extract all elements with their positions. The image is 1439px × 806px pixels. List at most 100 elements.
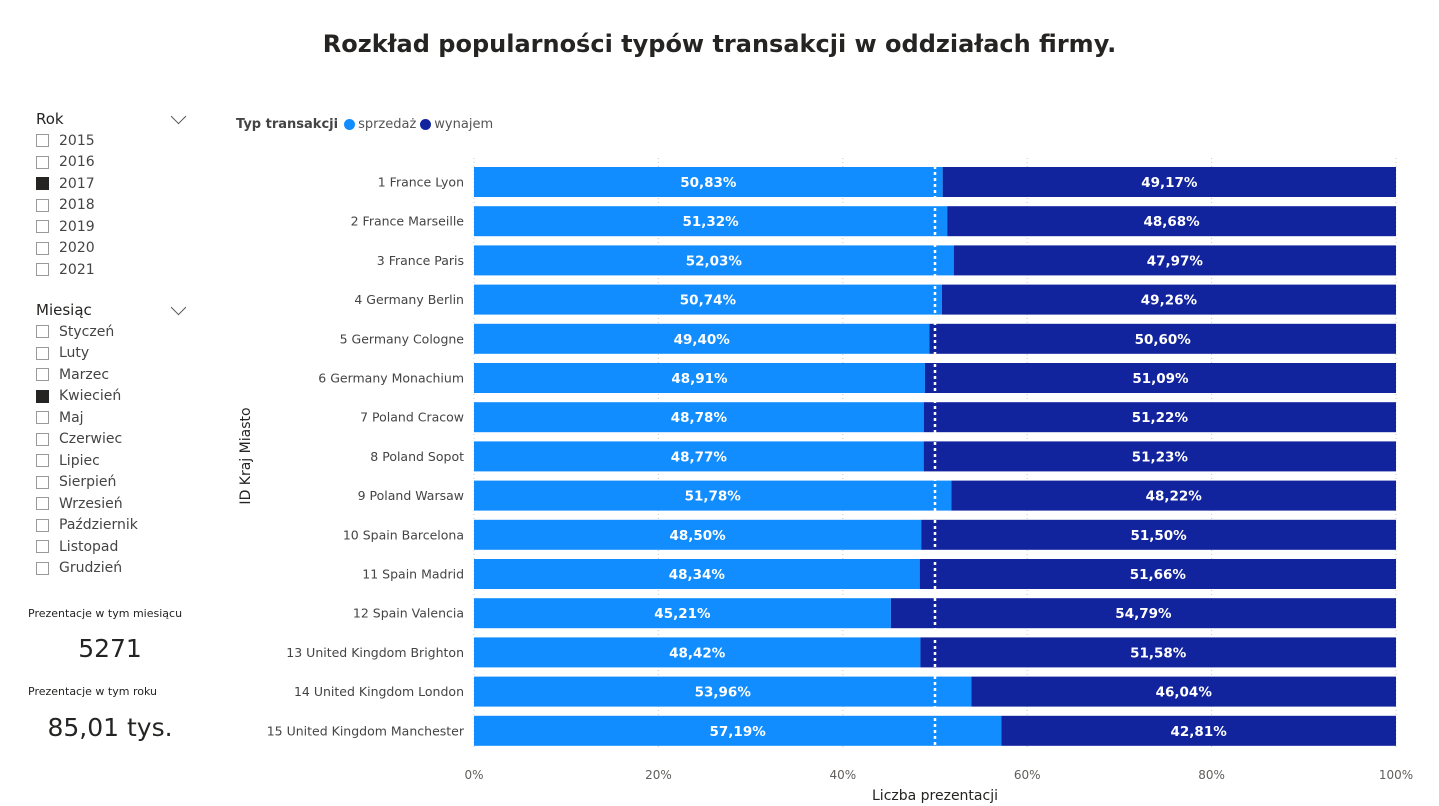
year-option[interactable]: 2019 bbox=[36, 216, 196, 238]
data-label: 51,23% bbox=[1132, 449, 1189, 465]
data-label: 46,04% bbox=[1156, 685, 1213, 701]
month-option[interactable]: Styczeń bbox=[36, 321, 196, 343]
month-option[interactable]: Wrzesień bbox=[36, 493, 196, 515]
year-slicer-items: 2015 2016 2017 2018 2019 2020 2021 bbox=[36, 130, 196, 281]
data-label: 48,34% bbox=[669, 567, 726, 583]
bar-wynajem bbox=[924, 363, 1396, 393]
checkbox-checked[interactable] bbox=[36, 177, 49, 191]
month-option[interactable]: Sierpień bbox=[36, 472, 196, 494]
kpi-month-label: Prezentacje w tym miesiącu bbox=[28, 607, 183, 620]
month-option[interactable]: Czerwiec bbox=[36, 429, 196, 451]
checkbox[interactable] bbox=[36, 561, 49, 575]
data-label: 57,19% bbox=[710, 724, 767, 740]
bar-wynajem bbox=[890, 598, 1396, 629]
bar-wynajem bbox=[920, 637, 1396, 668]
page-title: Rozkład popularności typów transakcji w … bbox=[322, 30, 1117, 58]
category-label: 13 United Kingdom Brighton bbox=[286, 645, 464, 660]
checkbox-checked[interactable] bbox=[36, 389, 49, 403]
checkbox[interactable] bbox=[36, 134, 49, 148]
year-slicer-title: Rok bbox=[36, 110, 64, 128]
data-label: 51,66% bbox=[1130, 567, 1187, 583]
bar-sprzedaz bbox=[474, 637, 921, 668]
data-label: 45,21% bbox=[654, 606, 711, 622]
data-label: 50,74% bbox=[680, 293, 737, 309]
data-label: 48,78% bbox=[671, 410, 728, 426]
checkbox[interactable] bbox=[36, 241, 49, 255]
bar-sprzedaz bbox=[474, 402, 924, 433]
checkbox[interactable] bbox=[36, 497, 49, 511]
month-option[interactable]: Luty bbox=[36, 343, 196, 365]
month-option-label: Luty bbox=[59, 345, 90, 362]
checkbox[interactable] bbox=[36, 454, 49, 468]
year-option[interactable]: 2015 bbox=[36, 130, 196, 152]
year-option-label: 2015 bbox=[59, 132, 95, 149]
year-option[interactable]: 2020 bbox=[36, 238, 196, 260]
checkbox[interactable] bbox=[36, 475, 49, 489]
x-tick-label: 40% bbox=[829, 768, 856, 782]
month-option[interactable]: Listopad bbox=[36, 536, 196, 558]
legend-item-sprzedaz[interactable]: sprzedaż bbox=[344, 117, 416, 132]
data-label: 42,81% bbox=[1171, 724, 1228, 740]
bar-wynajem bbox=[953, 245, 1396, 276]
checkbox[interactable] bbox=[36, 518, 49, 532]
checkbox[interactable] bbox=[36, 198, 49, 212]
month-slicer-header[interactable]: Miesiąc bbox=[36, 299, 196, 321]
year-slicer-header[interactable]: Rok bbox=[36, 108, 196, 130]
year-option[interactable]: 2018 bbox=[36, 195, 196, 217]
bar-wynajem bbox=[941, 284, 1396, 315]
category-label: 6 Germany Monachium bbox=[318, 371, 464, 386]
month-option[interactable]: Maj bbox=[36, 407, 196, 429]
bar-wynajem bbox=[1001, 715, 1396, 746]
month-option[interactable]: Marzec bbox=[36, 364, 196, 386]
checkbox[interactable] bbox=[36, 220, 49, 234]
x-tick-label: 20% bbox=[645, 768, 672, 782]
bar-wynajem bbox=[942, 167, 1396, 197]
checkbox[interactable] bbox=[36, 540, 49, 554]
data-label: 53,96% bbox=[695, 685, 752, 701]
month-option[interactable]: Październik bbox=[36, 515, 196, 537]
kpi-year-value: 85,01 tys. bbox=[47, 713, 173, 742]
checkbox[interactable] bbox=[36, 263, 49, 277]
month-option[interactable]: Kwiecień bbox=[36, 386, 196, 408]
year-option-label: 2021 bbox=[59, 261, 95, 278]
data-label: 49,17% bbox=[1141, 175, 1198, 191]
bar-wynajem bbox=[947, 206, 1396, 237]
legend-label-wynajem: wynajem bbox=[434, 117, 494, 132]
kpi-year-label: Prezentacje w tym roku bbox=[28, 685, 157, 698]
month-option-label: Październik bbox=[59, 517, 138, 534]
year-option[interactable]: 2016 bbox=[36, 152, 196, 174]
year-option-label: 2020 bbox=[59, 240, 95, 257]
bar-sprzedaz bbox=[474, 559, 920, 589]
x-tick-label: 60% bbox=[1014, 768, 1041, 782]
bar-sprzedaz bbox=[474, 206, 948, 237]
category-label: 12 Spain Valencia bbox=[353, 606, 464, 621]
month-option[interactable]: Lipiec bbox=[36, 450, 196, 472]
year-option-label: 2017 bbox=[59, 175, 95, 192]
checkbox[interactable] bbox=[36, 432, 49, 446]
year-option-label: 2018 bbox=[59, 197, 95, 214]
year-option[interactable]: 2021 bbox=[36, 259, 196, 281]
checkbox[interactable] bbox=[36, 411, 49, 425]
checkbox[interactable] bbox=[36, 368, 49, 382]
y-axis-title: ID Kraj Miasto bbox=[238, 407, 254, 504]
bar-sprzedaz bbox=[474, 245, 954, 276]
bar-sprzedaz bbox=[474, 284, 942, 315]
checkbox[interactable] bbox=[36, 155, 49, 169]
checkbox[interactable] bbox=[36, 325, 49, 339]
x-tick-label: 0% bbox=[464, 768, 483, 782]
month-option[interactable]: Grudzień bbox=[36, 558, 196, 580]
category-label: 9 Poland Warsaw bbox=[358, 488, 464, 503]
bar-wynajem bbox=[919, 559, 1396, 589]
month-option-label: Sierpień bbox=[59, 474, 117, 491]
data-label: 52,03% bbox=[686, 253, 743, 269]
month-option-label: Lipiec bbox=[59, 452, 100, 469]
bar-sprzedaz bbox=[474, 598, 891, 629]
bar-sprzedaz bbox=[474, 363, 925, 393]
category-label: 4 Germany Berlin bbox=[354, 292, 464, 307]
year-option[interactable]: 2017 bbox=[36, 173, 196, 195]
category-label: 8 Poland Sopot bbox=[370, 449, 464, 464]
checkbox[interactable] bbox=[36, 346, 49, 360]
month-slicer-title: Miesiąc bbox=[36, 301, 92, 319]
legend-item-wynajem[interactable]: wynajem bbox=[420, 117, 493, 132]
